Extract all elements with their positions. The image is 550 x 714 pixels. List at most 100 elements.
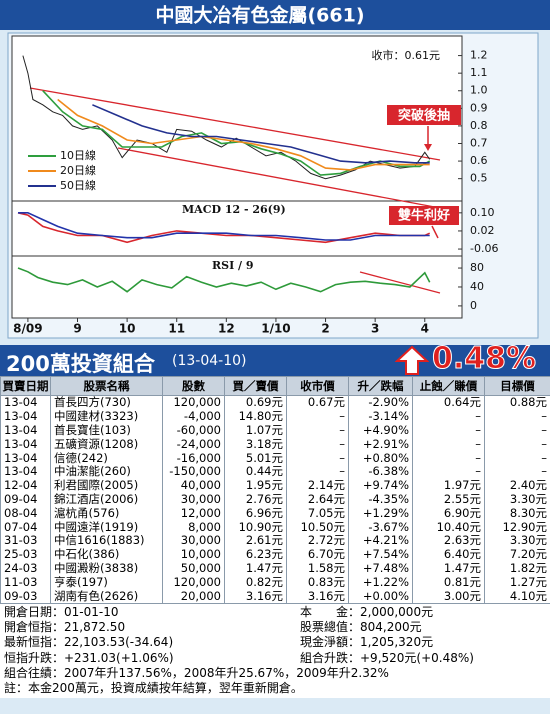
table-cell: – [286,451,349,465]
table-cell: 0.82元 [224,575,287,590]
table-cell: 14.80元 [224,409,287,424]
column-header: 買賣日期 [0,376,51,396]
table-cell: 2.76元 [224,492,287,507]
portfolio-return: 0.48% [431,341,537,377]
table-cell: 湖南有色(2626) [50,589,163,604]
table-cell: 1.95元 [224,478,287,493]
table-cell: 7.20元 [484,547,550,562]
table-cell: +4.90% [348,423,413,438]
table-cell: 1.97元 [412,478,485,493]
legend-label: 50日線 [60,178,96,192]
chart-title: 中國大冶有色金屬(661) [155,4,364,27]
table-cell: 4.10元 [484,589,550,604]
column-header: 目標價 [484,376,550,396]
table-row: 24-03 中國澱粉(3838) 50,000 1.47元 1.58元 +7.48% 1.4… [0,561,550,576]
table-cell: 10.90元 [224,520,287,534]
table-cell: 120,000 [162,575,225,590]
table-cell: 中油潔能(260) [50,464,163,479]
y-tick-label: -0.06 [470,242,498,255]
portfolio-header: 200萬投資組合 (13-04-10) 0.48% [0,341,550,377]
table-row: 09-03 湖南有色(2626) 20,000 3.16元 3.16元 +0.00% 3.0… [0,589,550,604]
table-cell: +1.22% [348,575,413,590]
y-tick-label: 0.02 [470,224,495,237]
column-header: 買／賣價 [224,376,287,396]
panel-title: MACD 12 - 26(9) [182,203,286,216]
portfolio-date: (13-04-10) [172,353,247,369]
table-body: 13-04 首長四方(730) 120,000 0.69元 0.67元 -2.90% 0.6… [0,395,550,604]
table-cell: 09-03 [0,589,51,604]
table-cell: 0.83元 [286,575,349,590]
table-cell: 0.44元 [224,464,287,479]
x-tick-label: 9 [73,322,81,336]
summary-row: 開倉日期：01-01-10 本 金：2,000,000元 [4,605,546,620]
macd-annotation: 雙牛利好 [398,208,450,224]
table-cell: 20,000 [162,589,225,604]
series-line [22,55,431,180]
up-arrow-shape [395,345,429,375]
table-cell: 07-04 [0,520,51,534]
table-cell: 6.23元 [224,547,287,562]
table-cell: 40,000 [162,478,225,493]
table-cell: 13-04 [0,437,51,452]
column-header: 股數 [162,376,225,396]
breakout-annotation: 突破後抽 [398,108,450,124]
table-cell: 0.69元 [224,395,287,410]
table-cell: -2.90% [348,395,413,410]
y-tick-label: 0.7 [470,136,488,149]
table-row: 08-04 滬杭甬(576) 12,000 6.96元 7.05元 +1.29% 6.90元… [0,506,550,521]
table-cell: 中石化(386) [50,547,163,562]
table-cell: – [484,437,550,452]
table-cell: 3.30元 [484,492,550,507]
table-cell: 10,000 [162,547,225,562]
up-arrow [395,345,429,375]
note: 註：本金200萬元，投資成績按年結算，翌年重新開倉。 [4,680,303,695]
chart: 中國大冶有色金屬(661) 8/09 9 10 11 12 1/10 2 3 4 1.2 1.1 1.… [0,0,550,345]
table-row: 12-04 利君國際(2005) 40,000 1.95元 2.14元 +9.74% 1.9… [0,478,550,493]
table-cell: 30,000 [162,533,225,548]
annotation-arrow-head [424,144,432,151]
table-cell: 13-04 [0,409,51,424]
table-cell: 11-03 [0,575,51,590]
table-cell: +7.54% [348,547,413,562]
table-cell: 1.82元 [484,561,550,576]
table-cell: – [286,423,349,438]
table-cell: 09-04 [0,492,51,507]
table-cell: – [286,409,349,424]
table-cell: -150,000 [162,464,225,479]
table-cell: 13-04 [0,464,51,479]
table-cell: 8,000 [162,520,225,534]
table-row: 13-04 信德(242) -16,000 5.01元 – +0.80% – – [0,451,550,465]
table-cell: – [484,464,550,479]
summary-item: 股票總值：804,200元 [300,620,422,635]
table-cell: -3.14% [348,409,413,424]
column-header: 止蝕／賺價 [412,376,485,396]
table-cell: 6.40元 [412,547,485,562]
table-cell: -3.67% [348,520,413,534]
x-tick-label: 12 [218,322,235,336]
table-row: 13-04 首長四方(730) 120,000 0.69元 0.67元 -2.90% 0.6… [0,395,550,410]
table-cell: 24-03 [0,561,51,576]
y-tick-label: 1.2 [470,49,488,62]
table-cell: – [286,464,349,479]
table-cell: 首長四方(730) [50,395,163,410]
summary-item: 組合升跌：+9,520元(+0.48%) [300,650,474,665]
column-header: 股票名稱 [50,376,163,396]
trend-line [117,147,441,209]
plot-area [11,35,463,319]
table-cell: 50,000 [162,561,225,576]
table-cell: 1.27元 [484,575,550,590]
table-cell: 12.90元 [484,520,550,534]
table-cell: 3.16元 [224,589,287,604]
table-cell: -6.38% [348,464,413,479]
series-line [17,212,431,244]
y-tick-label: 80 [470,261,484,274]
table-row: 07-04 中國遠洋(1919) 8,000 10.90元 10.50元 -3.67% 10… [0,520,550,534]
close-annotation: 收市：0.61元 [372,48,441,62]
y-tick-label: 0 [470,299,477,312]
table-cell: 0.64元 [412,395,485,410]
table-row: 31-03 中信1616(1883) 30,000 2.61元 2.72元 +4.21% 2… [0,533,550,548]
table-cell: – [484,451,550,465]
table-cell: – [412,423,485,438]
table-cell: -60,000 [162,423,225,438]
summary-item: 開倉恒指：21,872.50 [4,620,126,635]
